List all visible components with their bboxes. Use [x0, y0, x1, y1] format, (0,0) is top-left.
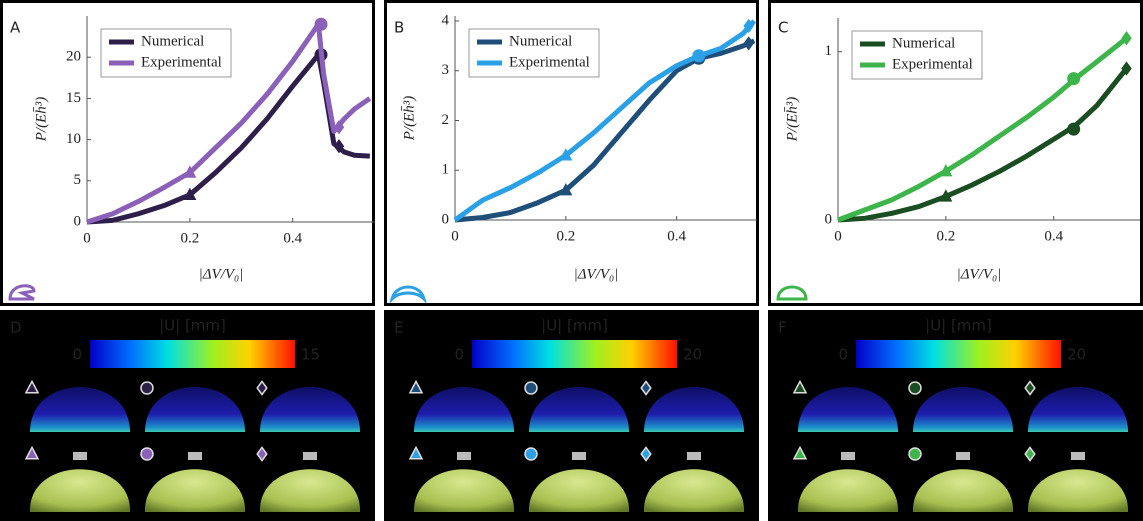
- dome-cap: [956, 452, 970, 460]
- colorbar-min: 0: [72, 346, 82, 364]
- x-tick-label: 0: [451, 228, 459, 244]
- dome-cap: [457, 452, 471, 460]
- chart: B 0 1 2 3 4 0 0.2 0.4 P/(Eh̄³) |ΔV/V₀| Numerical Exp…: [386, 2, 758, 305]
- colorbar: [472, 340, 677, 368]
- x-tick-label: 0: [834, 228, 842, 244]
- x-tick-label: 0.4: [1044, 228, 1063, 244]
- colorbar-max: 15: [301, 346, 320, 364]
- y-tick-label: 1: [825, 43, 833, 59]
- chart: A 0 5 10 15 20 0 0.2 0.4 P/(Eh̄³) |ΔV/V₀| Numerical…: [2, 2, 376, 305]
- y-tick-label: 20: [66, 49, 81, 65]
- x-axis-label: |ΔV/V₀|: [957, 266, 1002, 282]
- colorbar-title: |U| [mm]: [925, 317, 992, 335]
- marker-icon: [141, 382, 153, 394]
- x-tick-label: 0.4: [283, 230, 302, 246]
- bottom-row: D |U| [mm] 0 15 E |U| [mm] 0 20 F |U| [mm] 0 20: [0, 310, 1143, 521]
- x-tick-label: 0.4: [667, 228, 686, 244]
- legend-label: Experimental: [892, 56, 973, 72]
- colorbar: [856, 340, 1061, 368]
- legend-label: Experimental: [141, 54, 222, 70]
- dome-cap: [303, 452, 317, 460]
- colorbar-title: |U| [mm]: [541, 317, 608, 335]
- figure: A0510152000.20.4P/(Eh̄³)|ΔV/V₀|Numerical…: [0, 0, 1143, 521]
- image-panel: F |U| [mm] 0 20: [768, 310, 1143, 521]
- series-line: [455, 21, 754, 220]
- panel-label: D: [10, 319, 22, 337]
- legend-label: Experimental: [509, 54, 590, 70]
- panel-label: B: [394, 19, 404, 37]
- chart: C 0 1 0 0.2 0.4 P/(Eh̄³) |ΔV/V₀| Numerical Experi…: [770, 2, 1142, 305]
- point-marker: [315, 18, 328, 31]
- point-marker: [1067, 72, 1080, 85]
- marker-icon: [525, 448, 537, 460]
- panel-label: F: [778, 319, 787, 337]
- colorbar-max: 20: [683, 346, 702, 364]
- x-tick-label: 0.2: [180, 230, 199, 246]
- legend-label: Numerical: [892, 35, 955, 51]
- series-line: [838, 69, 1127, 221]
- image-panel: D |U| [mm] 0 15: [0, 310, 375, 521]
- dome-cap: [73, 452, 87, 460]
- y-tick-label: 4: [442, 12, 450, 28]
- colorbar: [90, 340, 295, 368]
- colorbar-min: 0: [454, 346, 464, 364]
- y-tick-label: 0: [825, 211, 833, 227]
- point-marker: [692, 49, 705, 62]
- y-tick-label: 0: [74, 213, 82, 229]
- colorbar-min: 0: [838, 346, 848, 364]
- x-axis-label: |ΔV/V₀|: [574, 266, 619, 282]
- dome-cap: [841, 452, 855, 460]
- shape-icon: [392, 287, 424, 299]
- y-tick-label: 3: [442, 62, 450, 78]
- dome-cap: [687, 452, 701, 460]
- y-tick-label: 0: [442, 211, 450, 227]
- marker-icon: [141, 448, 153, 460]
- dome-cap: [188, 452, 202, 460]
- y-tick-label: 15: [66, 90, 81, 106]
- dome-cap: [572, 452, 586, 460]
- shape-icon: [10, 286, 34, 299]
- y-tick-label: 5: [74, 172, 82, 188]
- panel-label: C: [778, 19, 788, 37]
- image-panel: E |U| [mm] 0 20: [384, 310, 759, 521]
- point-marker: [1067, 123, 1080, 136]
- marker-icon: [909, 448, 921, 460]
- dome-cap: [1071, 452, 1085, 460]
- y-tick-label: 1: [442, 162, 450, 178]
- y-axis-label: P/(Eh̄³): [33, 97, 49, 142]
- x-axis-label: |ΔV/V₀|: [199, 266, 244, 282]
- x-tick-label: 0: [83, 230, 91, 246]
- y-tick-label: 10: [66, 131, 81, 147]
- y-tick-label: 2: [442, 112, 450, 128]
- y-axis-label: P/(Eh̄³): [401, 96, 417, 141]
- y-axis-label: P/(Eh̄³): [784, 97, 800, 142]
- panel-label: E: [394, 319, 403, 337]
- marker-icon: [525, 382, 537, 394]
- x-tick-label: 0.2: [936, 228, 955, 244]
- x-tick-label: 0.2: [556, 228, 575, 244]
- shape-icon: [778, 287, 806, 299]
- colorbar-max: 20: [1067, 346, 1086, 364]
- colorbar-title: |U| [mm]: [159, 317, 226, 335]
- panel-label: A: [10, 19, 21, 37]
- legend-label: Numerical: [141, 33, 204, 49]
- point-marker: [743, 36, 753, 50]
- legend-label: Numerical: [509, 33, 572, 49]
- marker-icon: [909, 382, 921, 394]
